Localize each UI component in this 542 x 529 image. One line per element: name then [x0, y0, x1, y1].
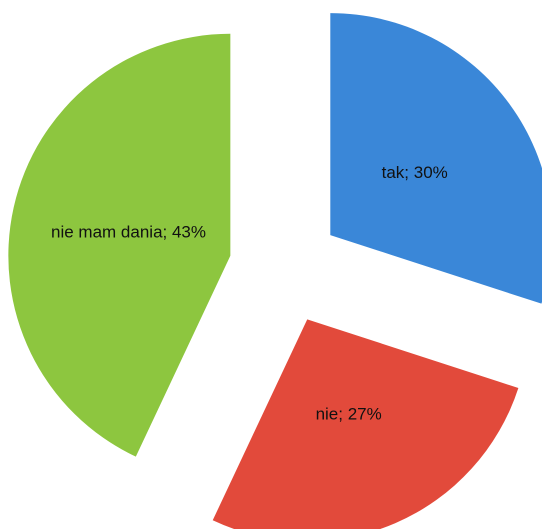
slice-label: nie; 27%	[316, 405, 382, 424]
slice-label: tak; 30%	[382, 163, 448, 182]
pie-slice	[8, 33, 231, 457]
pie-slice	[212, 319, 519, 529]
slice-label: nie mam dania; 43%	[51, 223, 206, 242]
pie-slice	[330, 13, 542, 304]
